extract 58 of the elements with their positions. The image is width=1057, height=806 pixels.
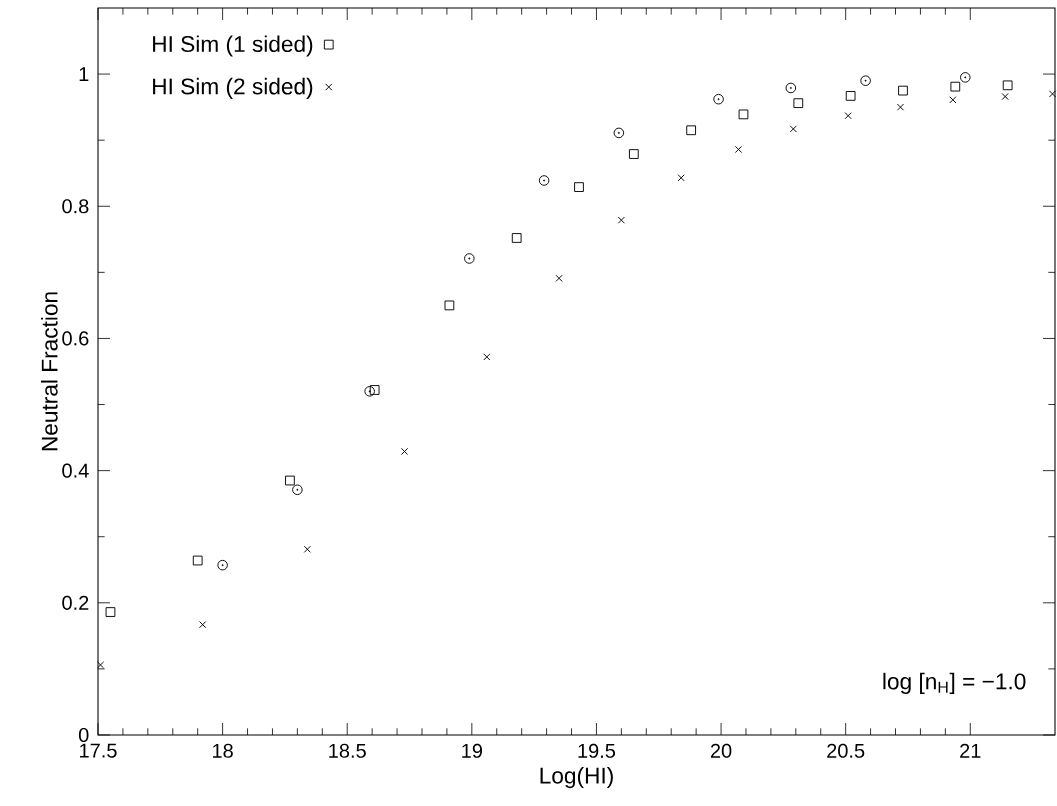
x-tick-label: 19 [462,743,482,758]
point [789,125,797,133]
point [617,216,625,224]
point [217,559,228,571]
point [483,353,491,361]
point [1048,90,1057,98]
point [785,82,797,94]
point [369,385,380,395]
y-tick-label: 0.6 [62,331,89,346]
point [844,112,852,120]
y-tick-label: 0 [78,727,89,743]
point [949,96,957,104]
point [860,75,871,86]
point [677,174,685,182]
point [896,103,905,111]
point [960,72,971,83]
x-axis-title: Log(HI) [540,767,613,789]
point [1001,92,1009,101]
legend-label: HI Sim (2 sided) [153,77,313,99]
y-tick-label: 1 [79,67,89,81]
x-tick-label: 21 [960,743,981,758]
point [444,300,455,311]
point [199,621,207,629]
point [555,274,563,282]
point [285,475,295,486]
y-tick-label: 0.4 [62,463,89,478]
y-tick-label: 0.2 [62,595,89,610]
x-tick-label: 20.5 [827,743,865,758]
point [538,175,550,186]
point [734,145,743,154]
point [303,545,311,553]
point [793,98,804,109]
point [511,233,522,243]
y-tick-label: 0.8 [62,199,89,214]
point [628,149,639,159]
point [898,85,908,96]
point [292,484,303,496]
point [105,607,116,617]
point [364,386,375,397]
point [713,93,724,105]
legend-label: HI Sim (1 sided) [153,35,313,57]
point [950,81,961,92]
point [738,109,749,120]
point [1002,80,1013,91]
y-axis-title: Neutral Fraction [41,292,58,451]
x-tick-label: 19.5 [578,743,616,758]
point [464,253,475,264]
x-tick-label: 17.5 [80,743,117,758]
point [574,182,584,192]
x-tick-label: 18.5 [329,743,366,758]
point [192,555,203,566]
point [400,447,409,456]
point [613,127,625,139]
x-tick-label: 18 [213,743,233,758]
point [845,91,856,101]
point [686,125,697,136]
x-tick-label: 20 [710,743,732,758]
annotation: log [n$_{H}$] = −1.0 [883,672,1026,694]
